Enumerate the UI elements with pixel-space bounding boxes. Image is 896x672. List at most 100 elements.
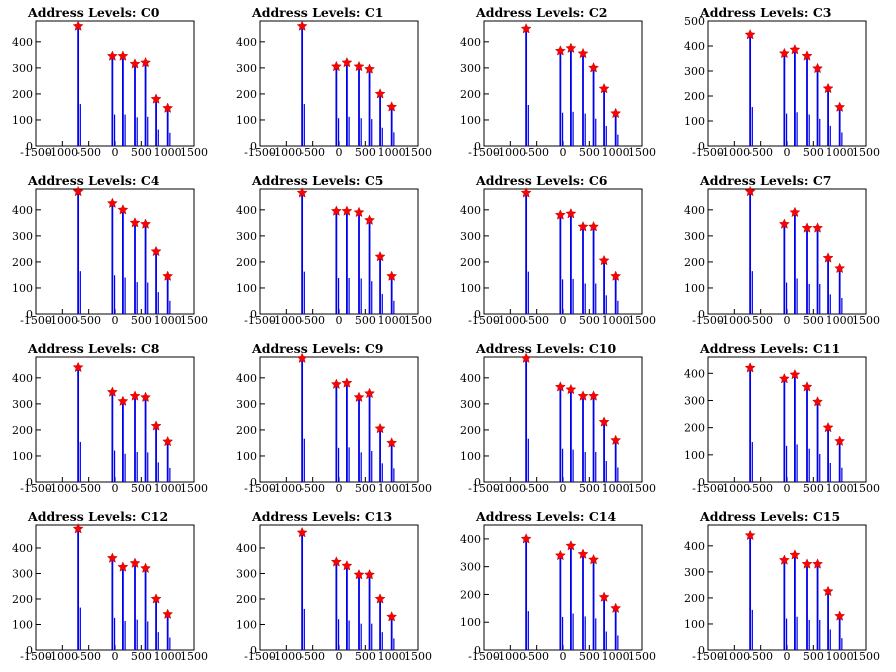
- y-tick-label: 300: [12, 62, 33, 75]
- histogram-bar-minor: [785, 618, 788, 650]
- histogram-bar-minor: [360, 118, 362, 146]
- histogram-bar-minor: [371, 281, 373, 314]
- histogram-bar: [816, 401, 819, 482]
- histogram-bar-minor: [348, 278, 350, 314]
- histogram-bar-minor: [841, 467, 843, 482]
- histogram-bar-minor: [393, 638, 395, 650]
- histogram-bar: [155, 99, 157, 147]
- x-tick-label: 500: [579, 146, 600, 159]
- peak-marker: [150, 93, 162, 104]
- y-tick-label: 0: [26, 140, 33, 153]
- histogram-bar-minor: [147, 282, 149, 314]
- histogram-bar-minor: [584, 113, 586, 146]
- peak-marker: [801, 222, 813, 233]
- chart-panel: Address Levels: C3 0 100 200 300 400 500 -1500-…: [672, 0, 896, 168]
- x-tick-label: 1500: [852, 314, 880, 327]
- histogram-bar-minor: [617, 300, 619, 314]
- histogram-bar-minor: [605, 125, 607, 146]
- chart-title: Address Levels: C5: [252, 173, 384, 188]
- peak-marker: [386, 611, 398, 622]
- x-tick-label: 0: [560, 650, 567, 663]
- histogram-bar-minor: [303, 438, 305, 482]
- histogram-bar: [358, 66, 360, 146]
- histogram-bar: [570, 48, 572, 147]
- histogram-bar: [806, 228, 808, 314]
- y-tick-label: 400: [236, 372, 257, 385]
- histogram-bar: [827, 591, 829, 650]
- histogram-bar-minor: [124, 277, 126, 314]
- x-tick-label: 1500: [404, 482, 432, 495]
- x-tick-label: 1000: [154, 650, 182, 663]
- x-tick-label: -1000: [494, 482, 526, 495]
- peak-marker: [822, 252, 834, 263]
- y-tick-label: 400: [460, 204, 481, 217]
- peak-marker: [565, 208, 577, 219]
- histogram-bar-minor: [381, 293, 383, 314]
- histogram-bar: [614, 113, 617, 146]
- histogram-bar-minor: [829, 629, 831, 650]
- histogram-bar: [111, 56, 114, 146]
- peak-marker: [353, 206, 365, 218]
- histogram-bar: [166, 614, 169, 650]
- histogram-bar-minor: [584, 283, 586, 314]
- peak-marker: [341, 56, 353, 68]
- histogram-bar: [166, 276, 169, 314]
- peak-marker: [588, 390, 599, 401]
- x-tick-label: -1500: [20, 146, 52, 159]
- y-tick-label: 300: [684, 65, 705, 78]
- x-tick-label: -1500: [692, 482, 724, 495]
- chart-title: Address Levels: C9: [252, 341, 384, 356]
- x-tick-label: -1000: [718, 650, 750, 663]
- histogram-bar-minor: [605, 295, 607, 314]
- peak-marker: [150, 420, 162, 431]
- chart-panel: Address Levels: C7 0 100 200 300 400 -1500 -100…: [672, 168, 896, 336]
- x-tick-label: 1000: [602, 146, 630, 159]
- histogram-bar: [816, 564, 819, 650]
- histogram-bar: [559, 386, 562, 482]
- peak-marker: [140, 218, 151, 229]
- x-tick-label: -1500: [244, 146, 276, 159]
- histogram-bar-minor: [617, 467, 619, 482]
- peak-marker: [744, 29, 756, 40]
- y-tick-label: 100: [12, 450, 33, 463]
- y-tick-label: 400: [12, 204, 33, 217]
- histogram-bar-minor: [169, 637, 171, 650]
- y-tick-label: 0: [474, 308, 481, 321]
- histogram-bar-minor: [393, 300, 395, 314]
- peak-marker: [150, 245, 162, 257]
- x-tick-label: -1500: [20, 314, 52, 327]
- chart-title: Address Levels: C2: [476, 5, 608, 20]
- y-tick-label: 0: [474, 476, 481, 489]
- x-tick-label: -1000: [46, 650, 78, 663]
- x-tick-label: 500: [355, 650, 376, 663]
- x-tick-label: -500: [76, 482, 101, 495]
- histogram-bar: [592, 226, 595, 314]
- y-tick-label: 100: [684, 449, 705, 462]
- x-tick-label: 1000: [154, 314, 182, 327]
- x-tick-label: -1500: [20, 482, 52, 495]
- histogram-bar-minor: [381, 632, 383, 650]
- histogram-bar: [144, 62, 147, 146]
- x-tick-label: 500: [355, 482, 376, 495]
- histogram-bar-minor: [584, 616, 586, 650]
- y-tick-label: 300: [12, 230, 33, 243]
- x-tick-label: -1500: [692, 650, 724, 663]
- chart-panel: Address Levels: C9 0 100 200 300 400 -1500 -100…: [224, 336, 448, 504]
- chart-title: Address Levels: C0: [28, 5, 160, 20]
- histogram-bar: [134, 63, 136, 146]
- peak-marker: [789, 368, 801, 380]
- y-tick-label: 300: [12, 567, 33, 580]
- x-tick-label: 500: [355, 146, 376, 159]
- peak-marker: [598, 254, 610, 266]
- x-tick-label: -1000: [718, 482, 750, 495]
- x-tick-label: 1000: [154, 482, 182, 495]
- x-tick-label: -1500: [468, 650, 500, 663]
- histogram-bar-minor: [561, 616, 564, 650]
- peak-marker: [341, 205, 353, 216]
- peak-marker: [330, 556, 342, 567]
